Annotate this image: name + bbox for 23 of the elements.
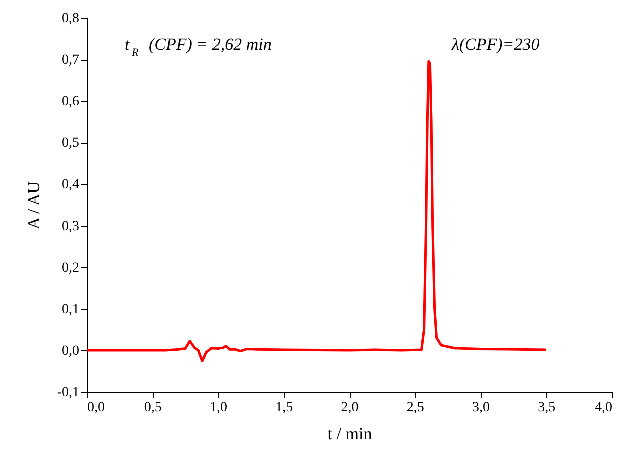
y-tick-label: 0,7 [62, 53, 80, 68]
y-tick-label: 0,6 [62, 94, 80, 110]
x-tick-label: 3,0 [472, 400, 490, 416]
line-series [86, 60, 548, 362]
x-tick-label: 2,5 [406, 400, 424, 416]
y-tick-label: 0,1 [62, 302, 80, 318]
x-tick-label: 0,5 [144, 400, 162, 416]
annotation: λ(CPF)=230 [451, 35, 540, 54]
x-tick-label: 1,0 [210, 400, 228, 416]
y-tick-label: -0,1 [57, 386, 80, 400]
x-axis-title: t / min [328, 424, 373, 444]
y-tick-label: 0,4 [62, 178, 80, 193]
y-tick-label: 0,0 [62, 344, 80, 359]
y-tick-label: 0,5 [62, 136, 80, 152]
y-tick-label: 0,8 [62, 12, 80, 26]
x-tick-label: 2,0 [341, 400, 359, 416]
x-tick-label: 4,0 [595, 400, 612, 416]
x-tick-label: 1,5 [276, 400, 294, 416]
y-tick-label: 0,2 [62, 260, 80, 276]
x-tick-label: 3,5 [538, 400, 556, 416]
y-axis-title: A / AU [24, 181, 44, 230]
y-tick-label: 0,3 [62, 219, 80, 234]
x-tick-label: 0,0 [88, 400, 105, 416]
